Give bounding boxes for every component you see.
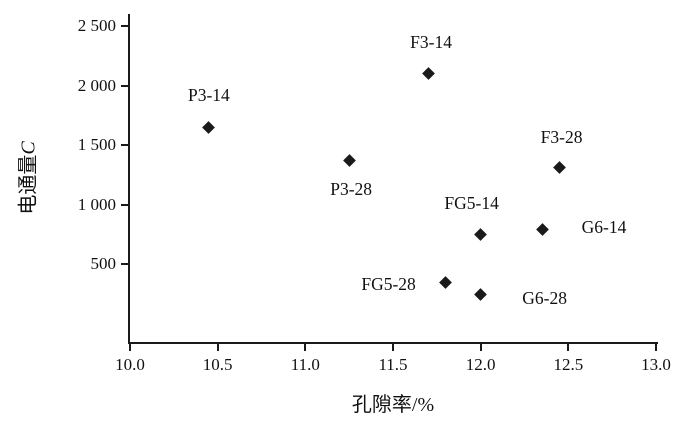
x-tick-mark bbox=[216, 342, 219, 351]
x-tick-mark bbox=[567, 342, 570, 351]
y-axis-title-text: 电通量 bbox=[17, 154, 40, 215]
x-tick-mark bbox=[479, 342, 482, 351]
y-tick-label: 2 500 bbox=[77, 15, 116, 35]
data-point-label: P3-28 bbox=[330, 178, 373, 199]
data-point-label: P3-14 bbox=[187, 85, 230, 106]
y-tick-mark bbox=[121, 263, 130, 266]
y-tick-mark bbox=[121, 144, 130, 147]
x-tick-mark bbox=[655, 342, 657, 351]
data-point-marker bbox=[342, 154, 356, 168]
y-tick-mark bbox=[121, 84, 130, 87]
x-tick-label: 13.0 bbox=[641, 355, 671, 374]
data-point-marker bbox=[474, 228, 488, 242]
x-tick-mark bbox=[129, 342, 131, 351]
x-tick-mark bbox=[392, 342, 394, 351]
data-point-marker bbox=[421, 67, 435, 80]
y-tick-mark bbox=[121, 24, 130, 27]
data-point-marker bbox=[553, 161, 566, 175]
data-point-label: F3-28 bbox=[540, 126, 583, 147]
x-tick-mark bbox=[304, 342, 307, 351]
x-tick-label: 12.0 bbox=[465, 355, 496, 374]
data-point-marker bbox=[202, 120, 216, 134]
x-tick-label: 10.5 bbox=[202, 355, 233, 374]
y-tick-label: 1 000 bbox=[77, 194, 116, 214]
x-axis-title-text: 孔隙率/% bbox=[351, 394, 435, 416]
y-axis-line bbox=[128, 14, 130, 344]
data-point-label: FG5-28 bbox=[361, 274, 416, 295]
data-point-label: G6-14 bbox=[581, 216, 627, 237]
data-point-label: FG5-14 bbox=[444, 192, 499, 213]
y-tick-mark bbox=[121, 203, 130, 206]
y-tick-label: 500 bbox=[90, 254, 117, 274]
data-point-label: F3-14 bbox=[410, 31, 452, 52]
data-point-label: G6-28 bbox=[522, 288, 568, 309]
x-tick-label: 10.0 bbox=[115, 355, 145, 374]
y-tick-label: 2 000 bbox=[77, 75, 116, 95]
y-tick-label: 1 500 bbox=[77, 135, 116, 155]
x-tick-label: 11.5 bbox=[378, 355, 408, 374]
x-tick-label: 11.0 bbox=[290, 355, 320, 374]
x-axis-title: 孔隙率/% bbox=[130, 388, 656, 417]
y-axis-title: 电通量C bbox=[12, 141, 41, 214]
y-axis-title-variable: C bbox=[17, 141, 40, 155]
x-tick-label: 12.5 bbox=[553, 355, 584, 374]
